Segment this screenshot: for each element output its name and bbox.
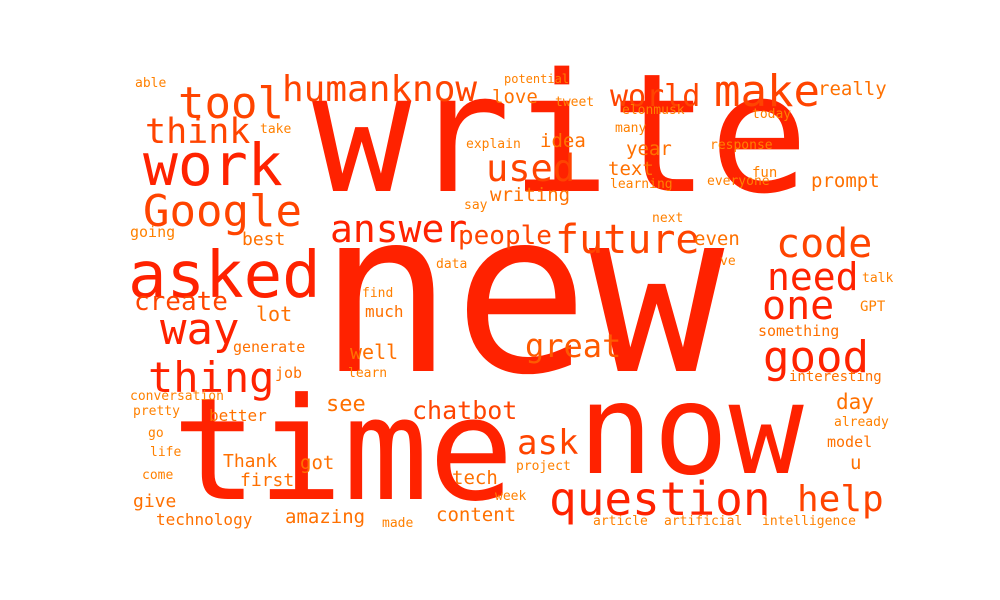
word-one: one [762, 283, 835, 329]
word-gpt: GPT [860, 299, 886, 315]
word-today: today [752, 107, 792, 122]
word-response: response [710, 138, 773, 153]
word-learn: learn [348, 366, 388, 381]
word-way: way [160, 304, 240, 355]
word-next: next [652, 211, 684, 226]
word-life: life [150, 445, 182, 460]
word-humanknow: humanknow [282, 69, 478, 110]
word-give: give [133, 491, 177, 512]
word-first: first [240, 470, 295, 491]
word-everyone: everyone [707, 174, 770, 189]
word-got: got [300, 452, 335, 474]
word-already: already [834, 415, 889, 430]
word-u: u [850, 452, 862, 474]
word-write: write [312, 38, 809, 230]
word-able: able [135, 76, 167, 91]
word-ask: ask [517, 423, 579, 463]
word-go: go [148, 426, 164, 441]
word-something: something [758, 322, 840, 340]
word-asked: asked [128, 239, 321, 313]
word-better: better [209, 406, 267, 425]
word-find: find [362, 286, 394, 301]
word-much: much [365, 302, 404, 321]
word-project: project [516, 459, 571, 474]
word-amazing: amazing [285, 506, 366, 528]
word-time: time [172, 368, 514, 533]
word-chatbot: chatbot [412, 396, 518, 425]
word-question: question [549, 472, 771, 526]
word-text: text [608, 158, 654, 180]
word-potential: potential [504, 72, 570, 86]
word-year: year [626, 138, 672, 160]
word-ve: ve [720, 254, 736, 269]
word-say: say [464, 198, 488, 213]
word-intelligence: intelligence [762, 514, 856, 529]
word-technology: technology [156, 510, 253, 529]
word-thank: Thank [223, 451, 278, 472]
word-new: new [318, 163, 725, 425]
word-now: now [578, 358, 804, 503]
word-model: model [827, 433, 873, 451]
word-good: good [763, 332, 869, 383]
word-data: data [436, 257, 468, 272]
word-tweet: tweet [555, 95, 595, 110]
word-day: day [836, 390, 874, 414]
word-create: create [134, 287, 228, 317]
word-love: love [492, 86, 538, 108]
word-content: content [436, 504, 517, 526]
word-week: week [495, 489, 527, 504]
word-tech: tech [452, 467, 498, 489]
word-work: work [143, 131, 283, 199]
word-going: going [130, 223, 176, 241]
word-future: future [555, 217, 700, 263]
word-even: even [694, 228, 740, 250]
word-make: make [714, 66, 820, 117]
word-writing: writing [490, 184, 571, 206]
word-well: well [350, 340, 399, 364]
word-think: think [145, 112, 251, 152]
word-explain: explain [466, 137, 521, 152]
word-artificial: artificial [664, 514, 743, 529]
word-article: article [593, 514, 648, 529]
word-answer: answer [330, 207, 468, 251]
word-prompt: prompt [811, 170, 880, 192]
word-talk: talk [862, 271, 894, 286]
word-interesting: interesting [789, 369, 882, 385]
word-need: need [767, 255, 859, 299]
word-best: best [242, 229, 286, 250]
word-take: take [260, 122, 292, 137]
word-really: really [818, 78, 887, 100]
word-fun: fun [752, 165, 778, 181]
word-conversation: conversation [130, 389, 224, 404]
word-job: job [275, 364, 303, 382]
word-thing: thing [148, 353, 275, 402]
word-see: see [326, 392, 366, 417]
word-great: great [525, 327, 622, 365]
word-pretty: pretty [133, 404, 180, 419]
word-code: code [776, 221, 873, 267]
word-used: used [486, 147, 576, 190]
word-idea: idea [540, 130, 586, 152]
word-lot: lot [256, 302, 293, 326]
word-made: made [382, 516, 414, 531]
word-people: people [458, 221, 552, 251]
word-generate: generate [233, 338, 306, 356]
word-learning: learning [610, 177, 673, 192]
word-google: Google [143, 186, 302, 237]
word-come: come [142, 468, 174, 483]
word-world: world [610, 79, 701, 114]
word-tool: tool [178, 78, 284, 129]
word-many: many [615, 121, 647, 136]
word-elonmusk: elonmusk [622, 103, 685, 118]
word-help: help [797, 479, 884, 520]
